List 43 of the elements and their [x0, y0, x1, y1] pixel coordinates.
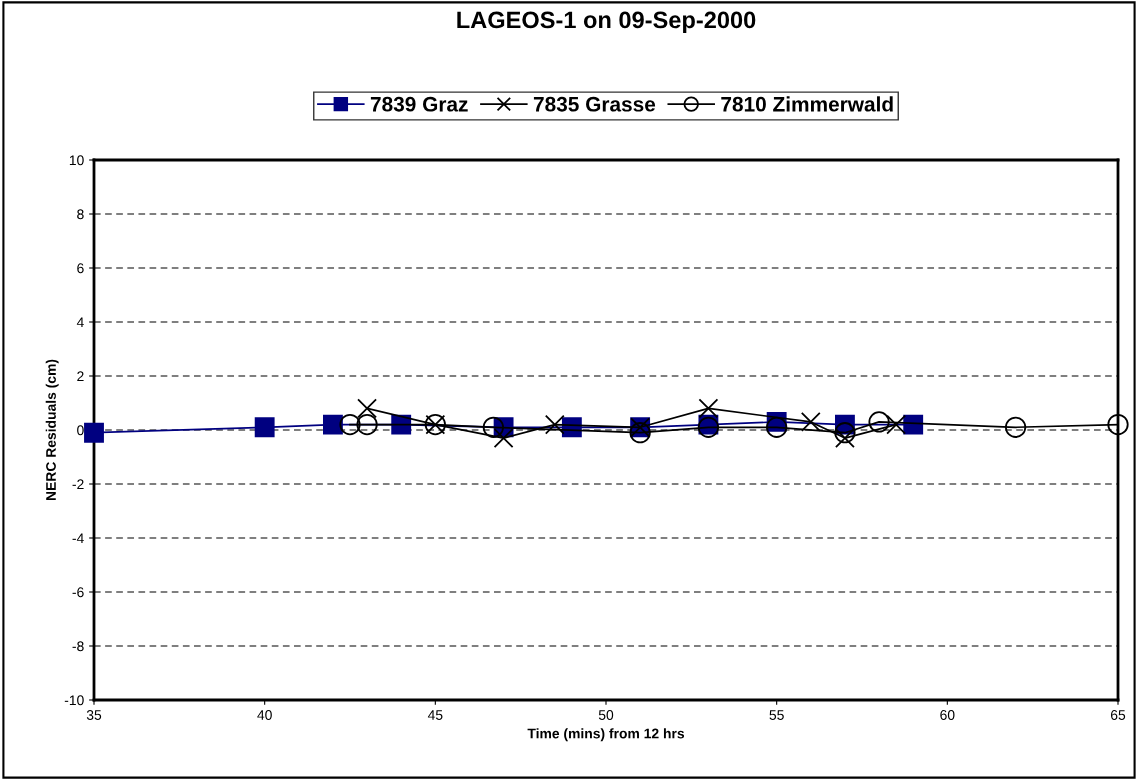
point [835, 428, 855, 449]
y-tick-label: 10 [69, 155, 84, 166]
chart-title: LAGEOS-1 on 09-Sep-2000 [457, 11, 756, 33]
point [800, 411, 821, 432]
y-tick-label: 2 [77, 371, 84, 382]
y-tick-label: -2 [72, 479, 84, 490]
point [356, 413, 378, 436]
y-tick-label: -4 [72, 533, 84, 544]
y-tick-label: 4 [76, 317, 84, 328]
point [766, 416, 788, 438]
point [868, 411, 890, 433]
x-tick-label: 45 [427, 710, 443, 720]
point [339, 413, 361, 436]
point [698, 398, 719, 419]
x-tick-label: 35 [86, 710, 102, 720]
point [1004, 416, 1027, 438]
x-tick-label: 65 [1110, 710, 1126, 720]
legend-label: 7810 Zimmerwald [721, 96, 893, 112]
x-tick-label: 40 [257, 710, 272, 720]
x-axis-title: Time (mins) from 12 hrs [527, 728, 685, 742]
point [493, 428, 514, 449]
point [1107, 413, 1129, 436]
point [84, 422, 104, 443]
x-tick-label: 50 [598, 710, 614, 720]
y-tick-label: 8 [77, 209, 84, 220]
point [544, 414, 565, 435]
point [834, 422, 856, 444]
y-axis-title: NERC Residuals (cm) [45, 359, 59, 501]
x-tick-label: 55 [769, 710, 784, 720]
point [886, 414, 907, 435]
point [629, 422, 651, 444]
y-tick-label: -8 [72, 641, 84, 652]
y-tick-label: -10 [64, 695, 84, 706]
point [323, 414, 343, 435]
y-tick-label: -6 [72, 587, 84, 598]
y-tick-label: 0 [77, 425, 84, 436]
point [482, 416, 504, 438]
point [254, 417, 275, 438]
point [357, 398, 377, 419]
legend-label: 7835 Grasse [533, 96, 656, 112]
legend-label: 7839 Graz [370, 96, 468, 112]
y-tick-label: 6 [77, 263, 84, 274]
x-tick-label: 60 [940, 710, 955, 720]
